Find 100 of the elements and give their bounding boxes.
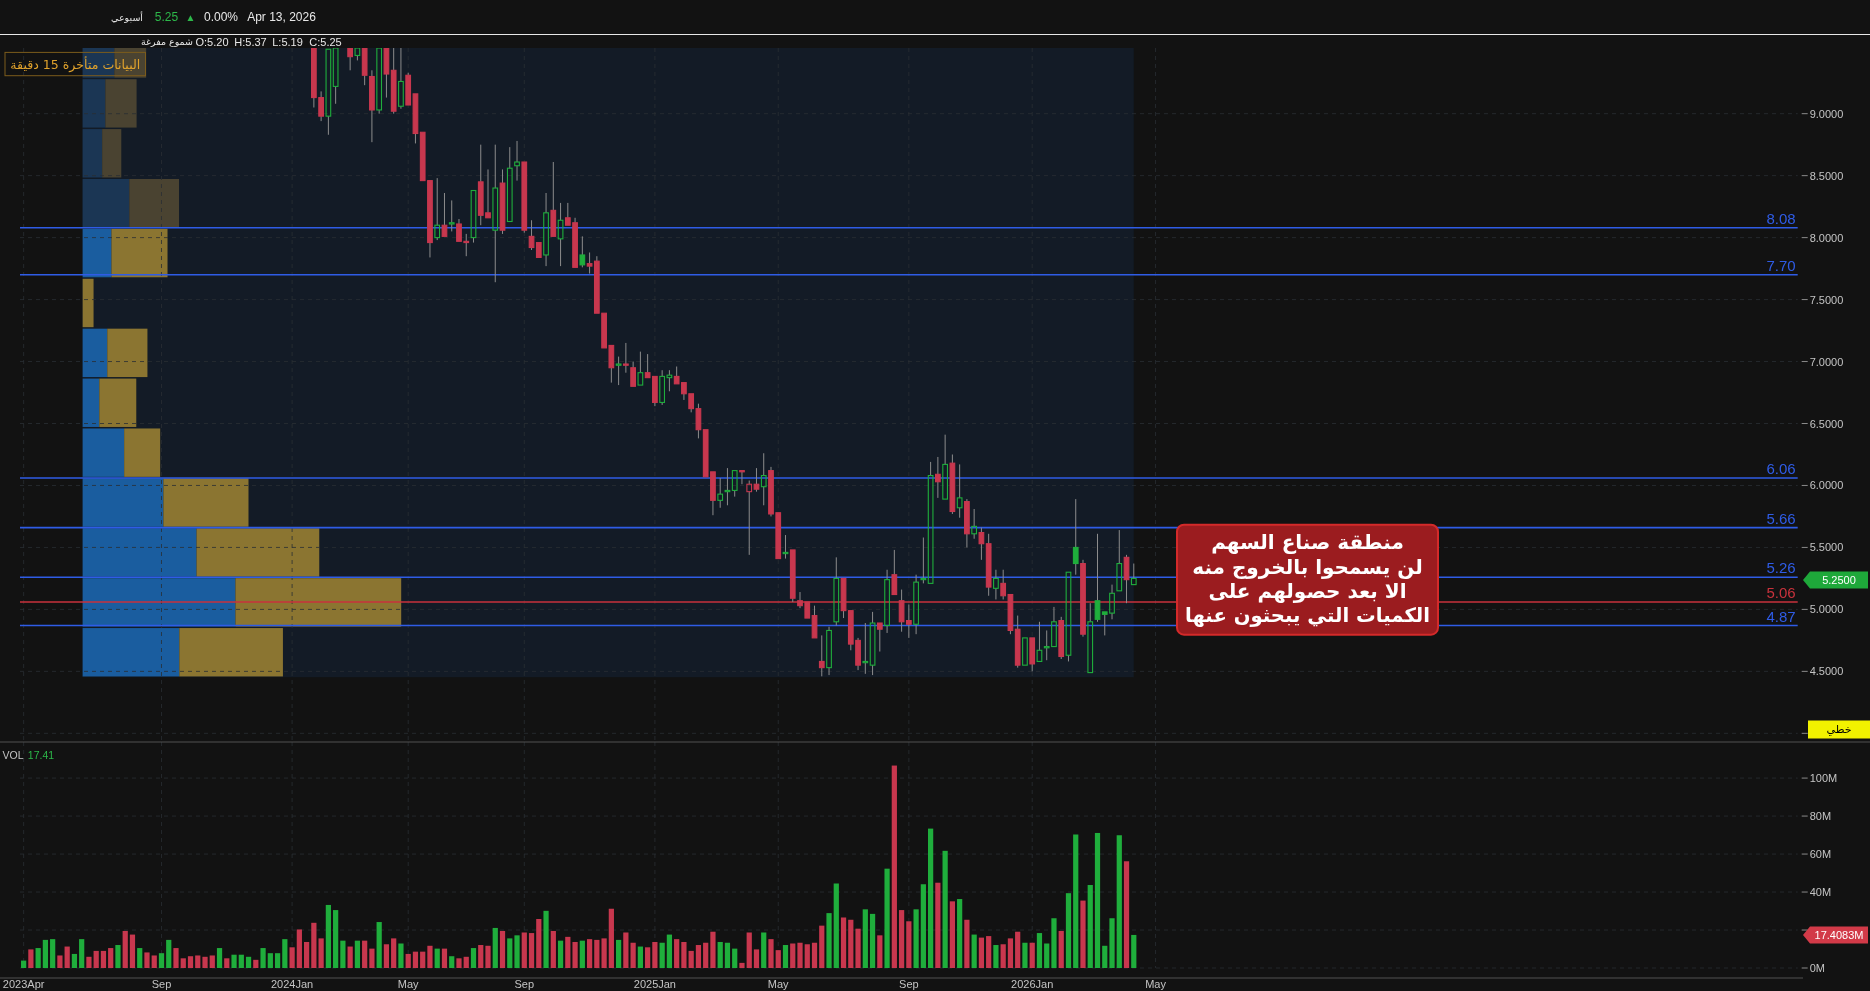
x-tick-label: May (767, 978, 790, 990)
bar (238, 954, 244, 968)
bar (499, 930, 506, 968)
bar (884, 868, 890, 968)
bar (674, 939, 680, 968)
bar (325, 904, 331, 968)
bar (50, 939, 56, 968)
bar (195, 955, 201, 968)
bar (804, 944, 810, 968)
bar (819, 925, 825, 968)
text: 0.00% (203, 10, 239, 24)
candlestick (724, 467, 731, 506)
candlestick (869, 611, 876, 676)
candlestick (971, 508, 978, 540)
bar (296, 929, 302, 968)
candlestick (891, 549, 898, 596)
text: 17.4083M (1814, 929, 1864, 941)
candlestick (1036, 621, 1043, 662)
bar (579, 940, 585, 968)
bar (608, 908, 614, 968)
bar (245, 956, 252, 968)
bar (507, 938, 513, 968)
bar (383, 944, 390, 968)
y-tick-label: 0M (1809, 962, 1825, 974)
candlestick (550, 161, 557, 237)
bar (209, 955, 215, 968)
bar (586, 939, 593, 968)
ref-line-label: 6.06 (1766, 460, 1796, 478)
candlestick (1014, 615, 1021, 669)
y-tick-label: 8.0000 (1809, 231, 1844, 244)
candlestick (739, 470, 745, 485)
bar (180, 958, 186, 968)
bar (848, 919, 854, 968)
candlestick (441, 192, 448, 237)
bar (1058, 930, 1064, 968)
bar (557, 940, 564, 968)
bar (1109, 918, 1115, 968)
candlestick (993, 569, 999, 600)
candlestick (637, 351, 644, 386)
bar (1015, 931, 1021, 968)
text: O:5.20 (195, 35, 229, 48)
bar (463, 956, 469, 968)
bar (695, 945, 702, 968)
text: ▲ (185, 11, 196, 23)
candlestick (1022, 637, 1028, 666)
candlestick (325, 48, 332, 136)
y-tick-label: 9.0000 (1809, 107, 1844, 120)
candlestick (434, 177, 441, 241)
bar (1087, 885, 1093, 968)
bar (761, 932, 767, 968)
ref-line-label: 8.08 (1766, 209, 1796, 227)
bar (492, 927, 498, 968)
bar (28, 949, 34, 968)
bar (862, 909, 868, 968)
bar (891, 765, 897, 968)
candlestick (876, 622, 883, 653)
candlestick (862, 622, 869, 675)
candlestick (543, 192, 549, 267)
bar (1065, 893, 1072, 968)
candlestick (1130, 563, 1137, 586)
bar (340, 940, 346, 968)
candlestick (506, 146, 513, 223)
bar (144, 952, 150, 968)
candlestick (1116, 529, 1123, 592)
bar (151, 955, 157, 968)
text: أسبوعي (111, 10, 144, 23)
bar (173, 948, 179, 968)
candlestick (935, 456, 941, 499)
bar (260, 948, 266, 968)
bar (601, 938, 607, 968)
bar (855, 928, 861, 968)
candlestick (1087, 602, 1094, 674)
y-tick-label: 6.5000 (1809, 417, 1844, 430)
candlestick (913, 574, 919, 635)
bar (122, 930, 128, 968)
y-tick-label: 8.5000 (1809, 169, 1844, 182)
x-tick-label: Sep (151, 978, 172, 990)
candlestick (521, 161, 528, 234)
bar (775, 950, 781, 968)
x-tick-label: May (1145, 978, 1167, 990)
bar (347, 946, 353, 968)
bar (528, 933, 535, 968)
candlestick (746, 480, 753, 556)
bar (782, 945, 789, 968)
bar (971, 934, 977, 968)
y-tick-label: 7.0000 (1809, 355, 1844, 368)
x-tick-label: 2023Apr (2, 978, 45, 990)
candlestick (964, 498, 970, 548)
y-tick-label: 60M (1809, 848, 1832, 861)
candlestick (470, 189, 477, 244)
x-tick-label: Sep (899, 978, 919, 990)
bar (840, 917, 847, 968)
candlestick (985, 533, 992, 597)
bar (637, 946, 643, 968)
bar (1051, 918, 1057, 968)
candlestick (557, 202, 564, 267)
candlestick (811, 605, 818, 639)
bar (1094, 832, 1101, 968)
text: L:5.19 (272, 35, 303, 48)
bar (739, 962, 745, 968)
